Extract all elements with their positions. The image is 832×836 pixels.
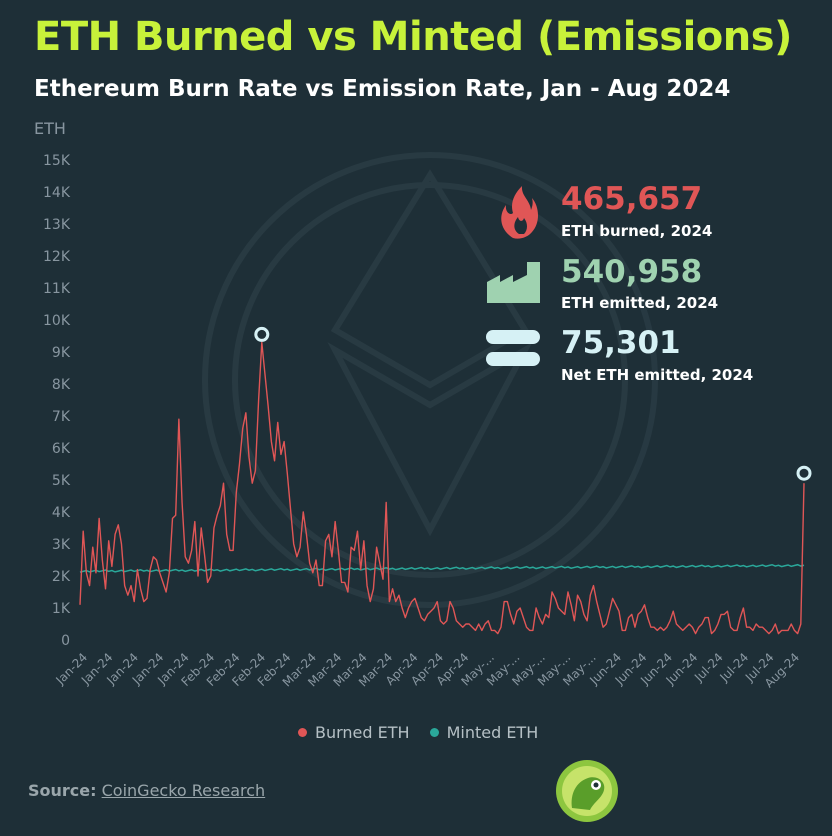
last-marker — [796, 465, 812, 481]
y-tick-label: 12K — [43, 249, 71, 265]
series-burned-line — [79, 341, 805, 635]
markers — [254, 326, 812, 481]
y-tick-label: 8K — [52, 377, 71, 393]
y-tick-label: 7K — [52, 409, 71, 425]
y-tick-label: 15K — [43, 153, 71, 169]
stat-net-label: Net ETH emitted, 2024 — [561, 366, 753, 384]
ethereum-watermark-icon — [202, 152, 658, 608]
y-tick-label: 6K — [52, 441, 71, 457]
legend-minted-label: Minted ETH — [446, 723, 539, 742]
equals-icon — [486, 330, 540, 366]
x-tick-label: Jul-24 — [717, 650, 752, 685]
legend-item-burned: Burned ETH — [298, 723, 410, 742]
y-tick-label: 4K — [52, 505, 71, 521]
y-tick-label: 1K — [52, 601, 71, 617]
y-tick-label: 13K — [43, 217, 71, 233]
stat-burned-value: 465,657 — [561, 181, 702, 217]
fire-icon — [501, 186, 539, 239]
source-link[interactable]: CoinGecko Research — [101, 781, 266, 800]
source-prefix: Source: — [28, 781, 97, 800]
stat-burned-label: ETH burned, 2024 — [561, 222, 712, 240]
legend-minted-dot — [429, 728, 439, 737]
y-axis: ETH 0 1K 2K 3K 4K 5K 6K 7K 8K 9K 10K 11K 12K 13K 14K 15K — [34, 119, 71, 649]
y-tick-label: 11K — [43, 281, 71, 297]
y-tick-label: 10K — [43, 313, 71, 329]
x-axis: Jan-24Jan-24Jan-24Jan-24Jan-24Feb-24Feb-… — [53, 650, 803, 690]
chart-subtitle: Ethereum Burn Rate vs Emission Rate, Jan… — [34, 76, 731, 102]
chart-legend: Burned ETH Minted ETH — [298, 723, 538, 742]
stat-net-value: 75,301 — [561, 325, 681, 361]
series-layer — [79, 341, 805, 635]
legend-burned-dot — [298, 728, 307, 737]
stat-emitted-value: 540,958 — [561, 254, 702, 290]
y-tick-label: 2K — [52, 569, 71, 585]
legend-item-minted: Minted ETH — [429, 723, 539, 742]
legend-burned-label: Burned ETH — [315, 723, 410, 742]
stat-emitted-label: ETH emitted, 2024 — [561, 294, 718, 312]
stats-panel: 465,657 ETH burned, 2024 540,958 ETH emi… — [486, 181, 753, 384]
series-minted-line — [79, 563, 805, 573]
y-tick-label: 0 — [61, 633, 70, 649]
page-title: ETH Burned vs Minted (Emissions) — [34, 14, 792, 60]
peak-marker — [254, 326, 270, 342]
source-note: Source: CoinGecko Research — [28, 781, 265, 800]
factory-icon — [487, 262, 540, 303]
y-tick-label: 9K — [52, 345, 71, 361]
y-tick-label: 14K — [43, 185, 71, 201]
y-tick-label: 5K — [52, 473, 71, 489]
y-axis-title: ETH — [34, 119, 66, 138]
x-tick-label: Jul-24 — [691, 650, 726, 685]
y-tick-label: 3K — [52, 537, 71, 553]
coingecko-logo-icon — [556, 760, 618, 822]
